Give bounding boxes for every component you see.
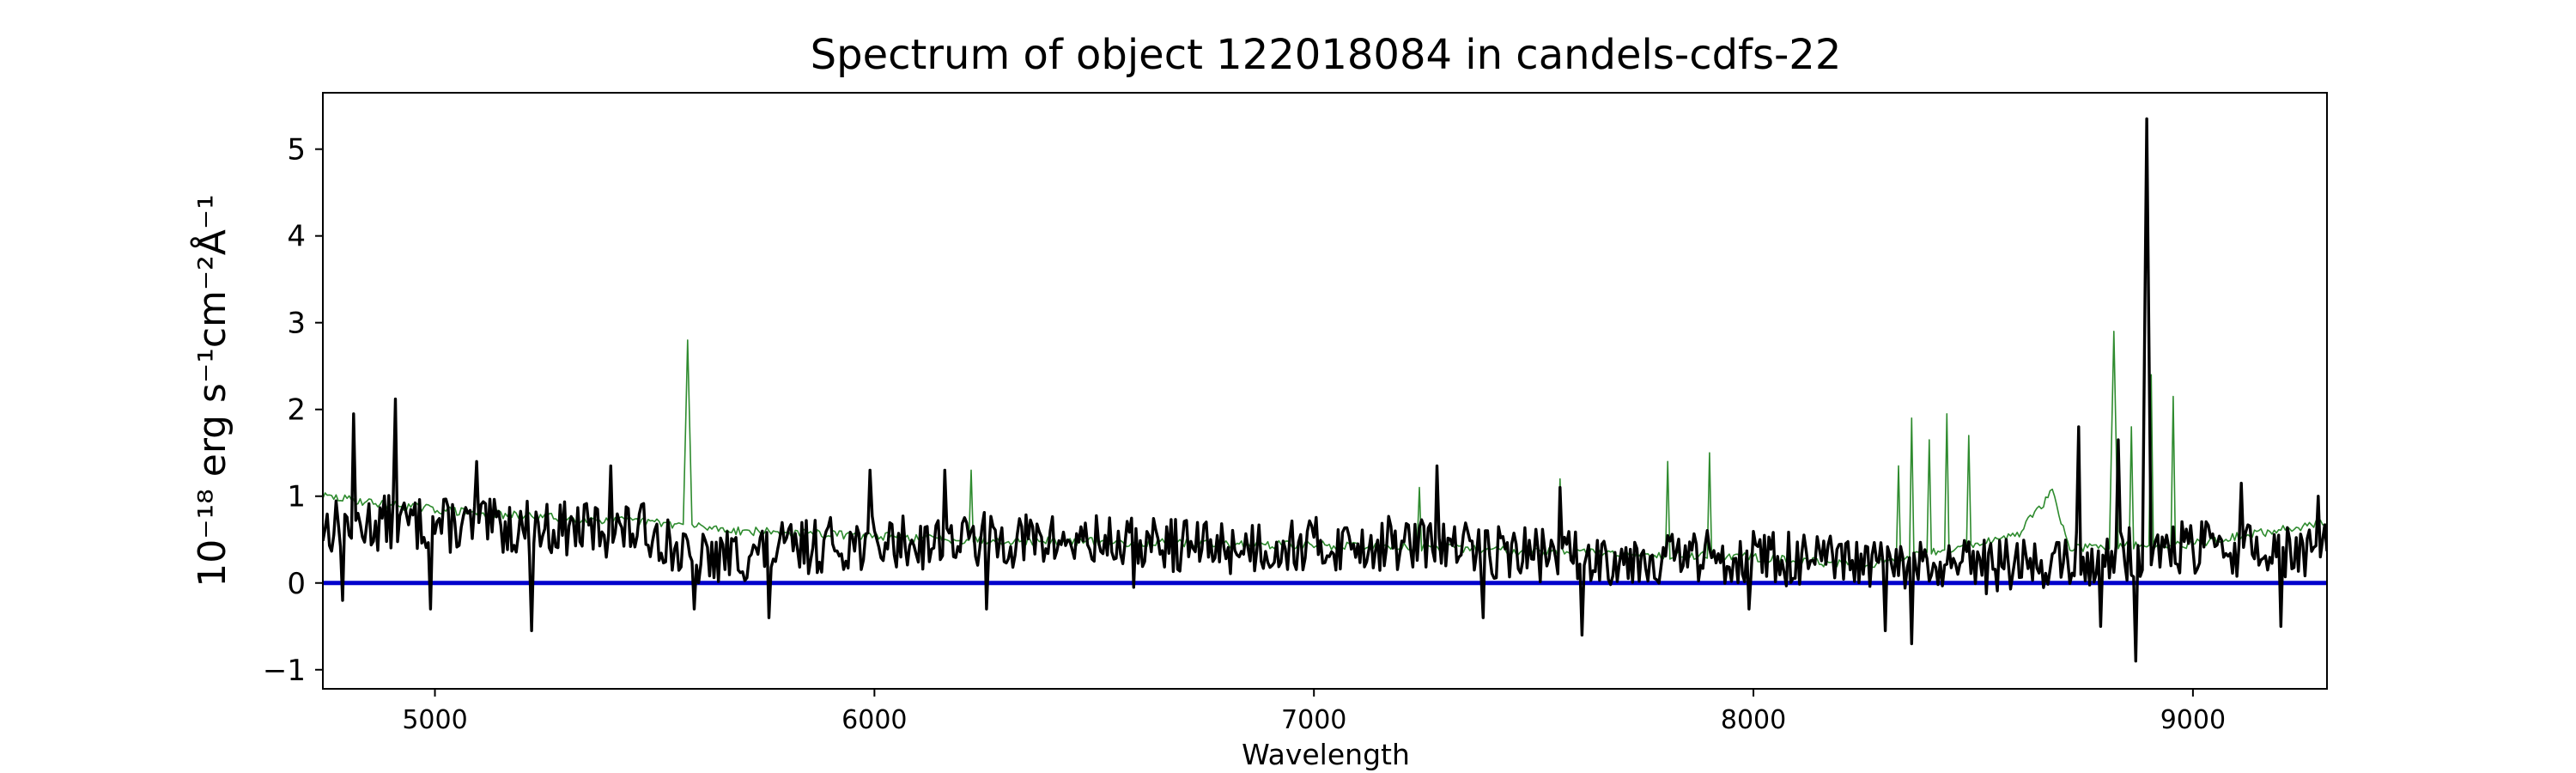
y-tick-label: 1 [287, 480, 306, 514]
y-axis: −1 0 1 2 3 4 5 [263, 133, 323, 688]
chart-title: Spectrum of object 122018084 in candels-… [811, 31, 1842, 79]
y-tick-label: 5 [287, 133, 306, 167]
model-series-line [323, 331, 2327, 571]
y-tick-label: 0 [287, 567, 306, 601]
plot-frame [322, 92, 2328, 690]
x-axis-label: Wavelength [1242, 738, 1410, 771]
series-layer [323, 117, 2327, 663]
y-tick-label: 4 [287, 220, 306, 254]
x-axis: 5000 6000 7000 8000 9000 [402, 689, 2226, 735]
flux-series-line [323, 117, 2327, 663]
x-tick-label: 9000 [2160, 705, 2226, 735]
y-tick-label: 3 [287, 307, 306, 341]
x-tick-label: 8000 [1721, 705, 1786, 735]
y-tick-label: −1 [263, 654, 306, 688]
x-tick-label: 7000 [1281, 705, 1346, 735]
y-tick-label: 2 [287, 393, 306, 428]
x-tick-label: 5000 [402, 705, 467, 735]
x-tick-label: 6000 [841, 705, 907, 735]
y-axis-label: 10⁻¹⁸ erg s⁻¹cm⁻²Å⁻¹ [189, 194, 234, 587]
